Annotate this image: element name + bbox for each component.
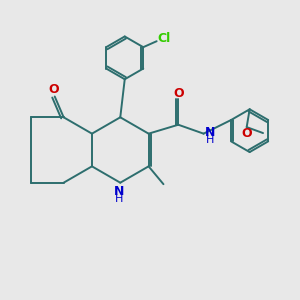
Text: N: N [114, 184, 124, 197]
Text: N: N [205, 126, 215, 139]
Text: Cl: Cl [158, 32, 171, 45]
Text: H: H [115, 194, 123, 204]
Text: O: O [48, 82, 58, 96]
Text: O: O [173, 87, 184, 100]
Text: O: O [242, 127, 252, 140]
Text: H: H [206, 135, 214, 145]
